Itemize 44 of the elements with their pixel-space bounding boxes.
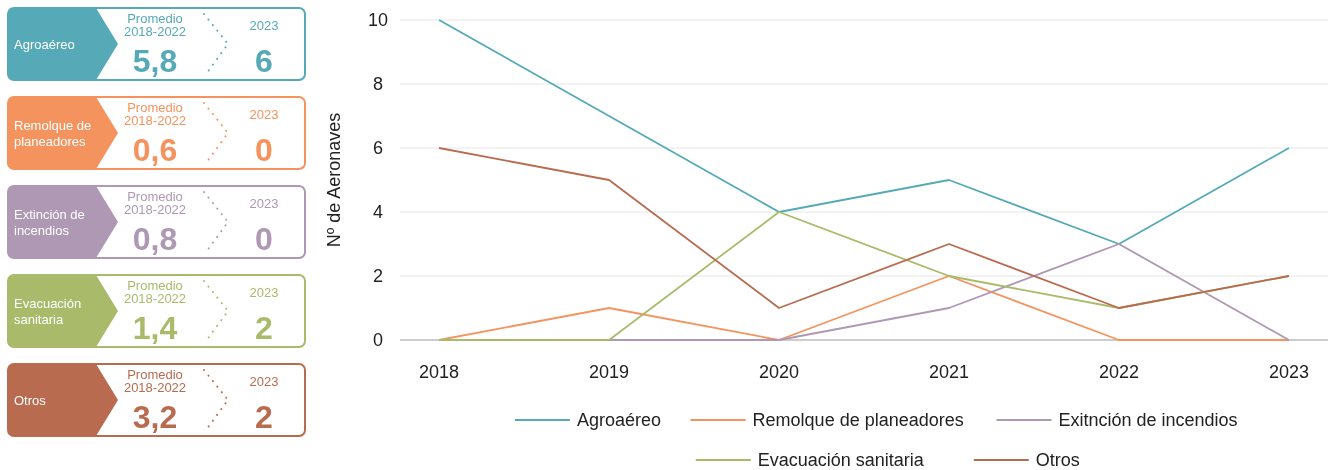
data-label: 0,6 xyxy=(132,132,178,168)
data-label: 6 xyxy=(255,43,273,79)
text: Promedio 2018-2022 xyxy=(123,189,187,217)
data-label: 0 xyxy=(255,132,273,168)
data-label: 0 xyxy=(255,221,273,257)
text: Promedio 2018-2022 xyxy=(123,278,187,306)
text: 2023 xyxy=(249,18,279,33)
data-label: 3,2 xyxy=(132,399,178,435)
data-label: 0,8 xyxy=(132,221,178,257)
text: Promedio 2018-2022 xyxy=(123,100,187,128)
legend-label: Evacuación sanitaria xyxy=(757,450,925,470)
y-axis-title: Nº de Aeronaves xyxy=(324,112,344,248)
legend-label: Exitnción de incendios xyxy=(1058,410,1238,430)
text: Promedio 2018-2022 xyxy=(123,367,187,395)
y-tick-label: 8 xyxy=(372,74,384,94)
category-label: Otros xyxy=(14,393,47,408)
legend-label: Agroaéreo xyxy=(576,410,661,430)
data-label: 5,8 xyxy=(132,43,178,79)
y-tick-label: 0 xyxy=(372,330,384,350)
x-tick-label: 2020 xyxy=(758,362,800,382)
x-tick-label: 2022 xyxy=(1098,362,1139,382)
series-label: Promedio 2018-2022 xyxy=(123,11,187,39)
x-tick-label: 2018 xyxy=(419,362,460,382)
y-tick-label: 6 xyxy=(372,138,384,158)
text: 2023 xyxy=(249,196,279,211)
text: 2023 xyxy=(249,285,279,300)
category-label: Agroaéreo xyxy=(14,37,75,52)
legend-label: Remolque de planeadores xyxy=(752,410,964,430)
data-label: 2 xyxy=(255,310,273,346)
legend-label: Otros xyxy=(1035,450,1080,470)
category-label: Remolque de planeadores xyxy=(14,118,92,149)
category-label: 2023 xyxy=(249,107,279,122)
y-tick-label: 2 xyxy=(372,266,384,286)
x-tick-label: 2023 xyxy=(1268,362,1309,382)
category-label: Extinción de incendios xyxy=(14,207,85,238)
y-tick-label: 4 xyxy=(372,202,384,222)
data-label: 1,4 xyxy=(132,310,178,346)
y-tick-label: 10 xyxy=(367,10,389,30)
category-label: Evacuación sanitaria xyxy=(14,296,82,327)
x-tick-label: 2019 xyxy=(589,362,630,382)
line-series xyxy=(438,147,1290,309)
line-series xyxy=(438,19,1290,245)
data-label: 2 xyxy=(255,399,273,435)
x-tick-label: 2021 xyxy=(928,362,970,382)
